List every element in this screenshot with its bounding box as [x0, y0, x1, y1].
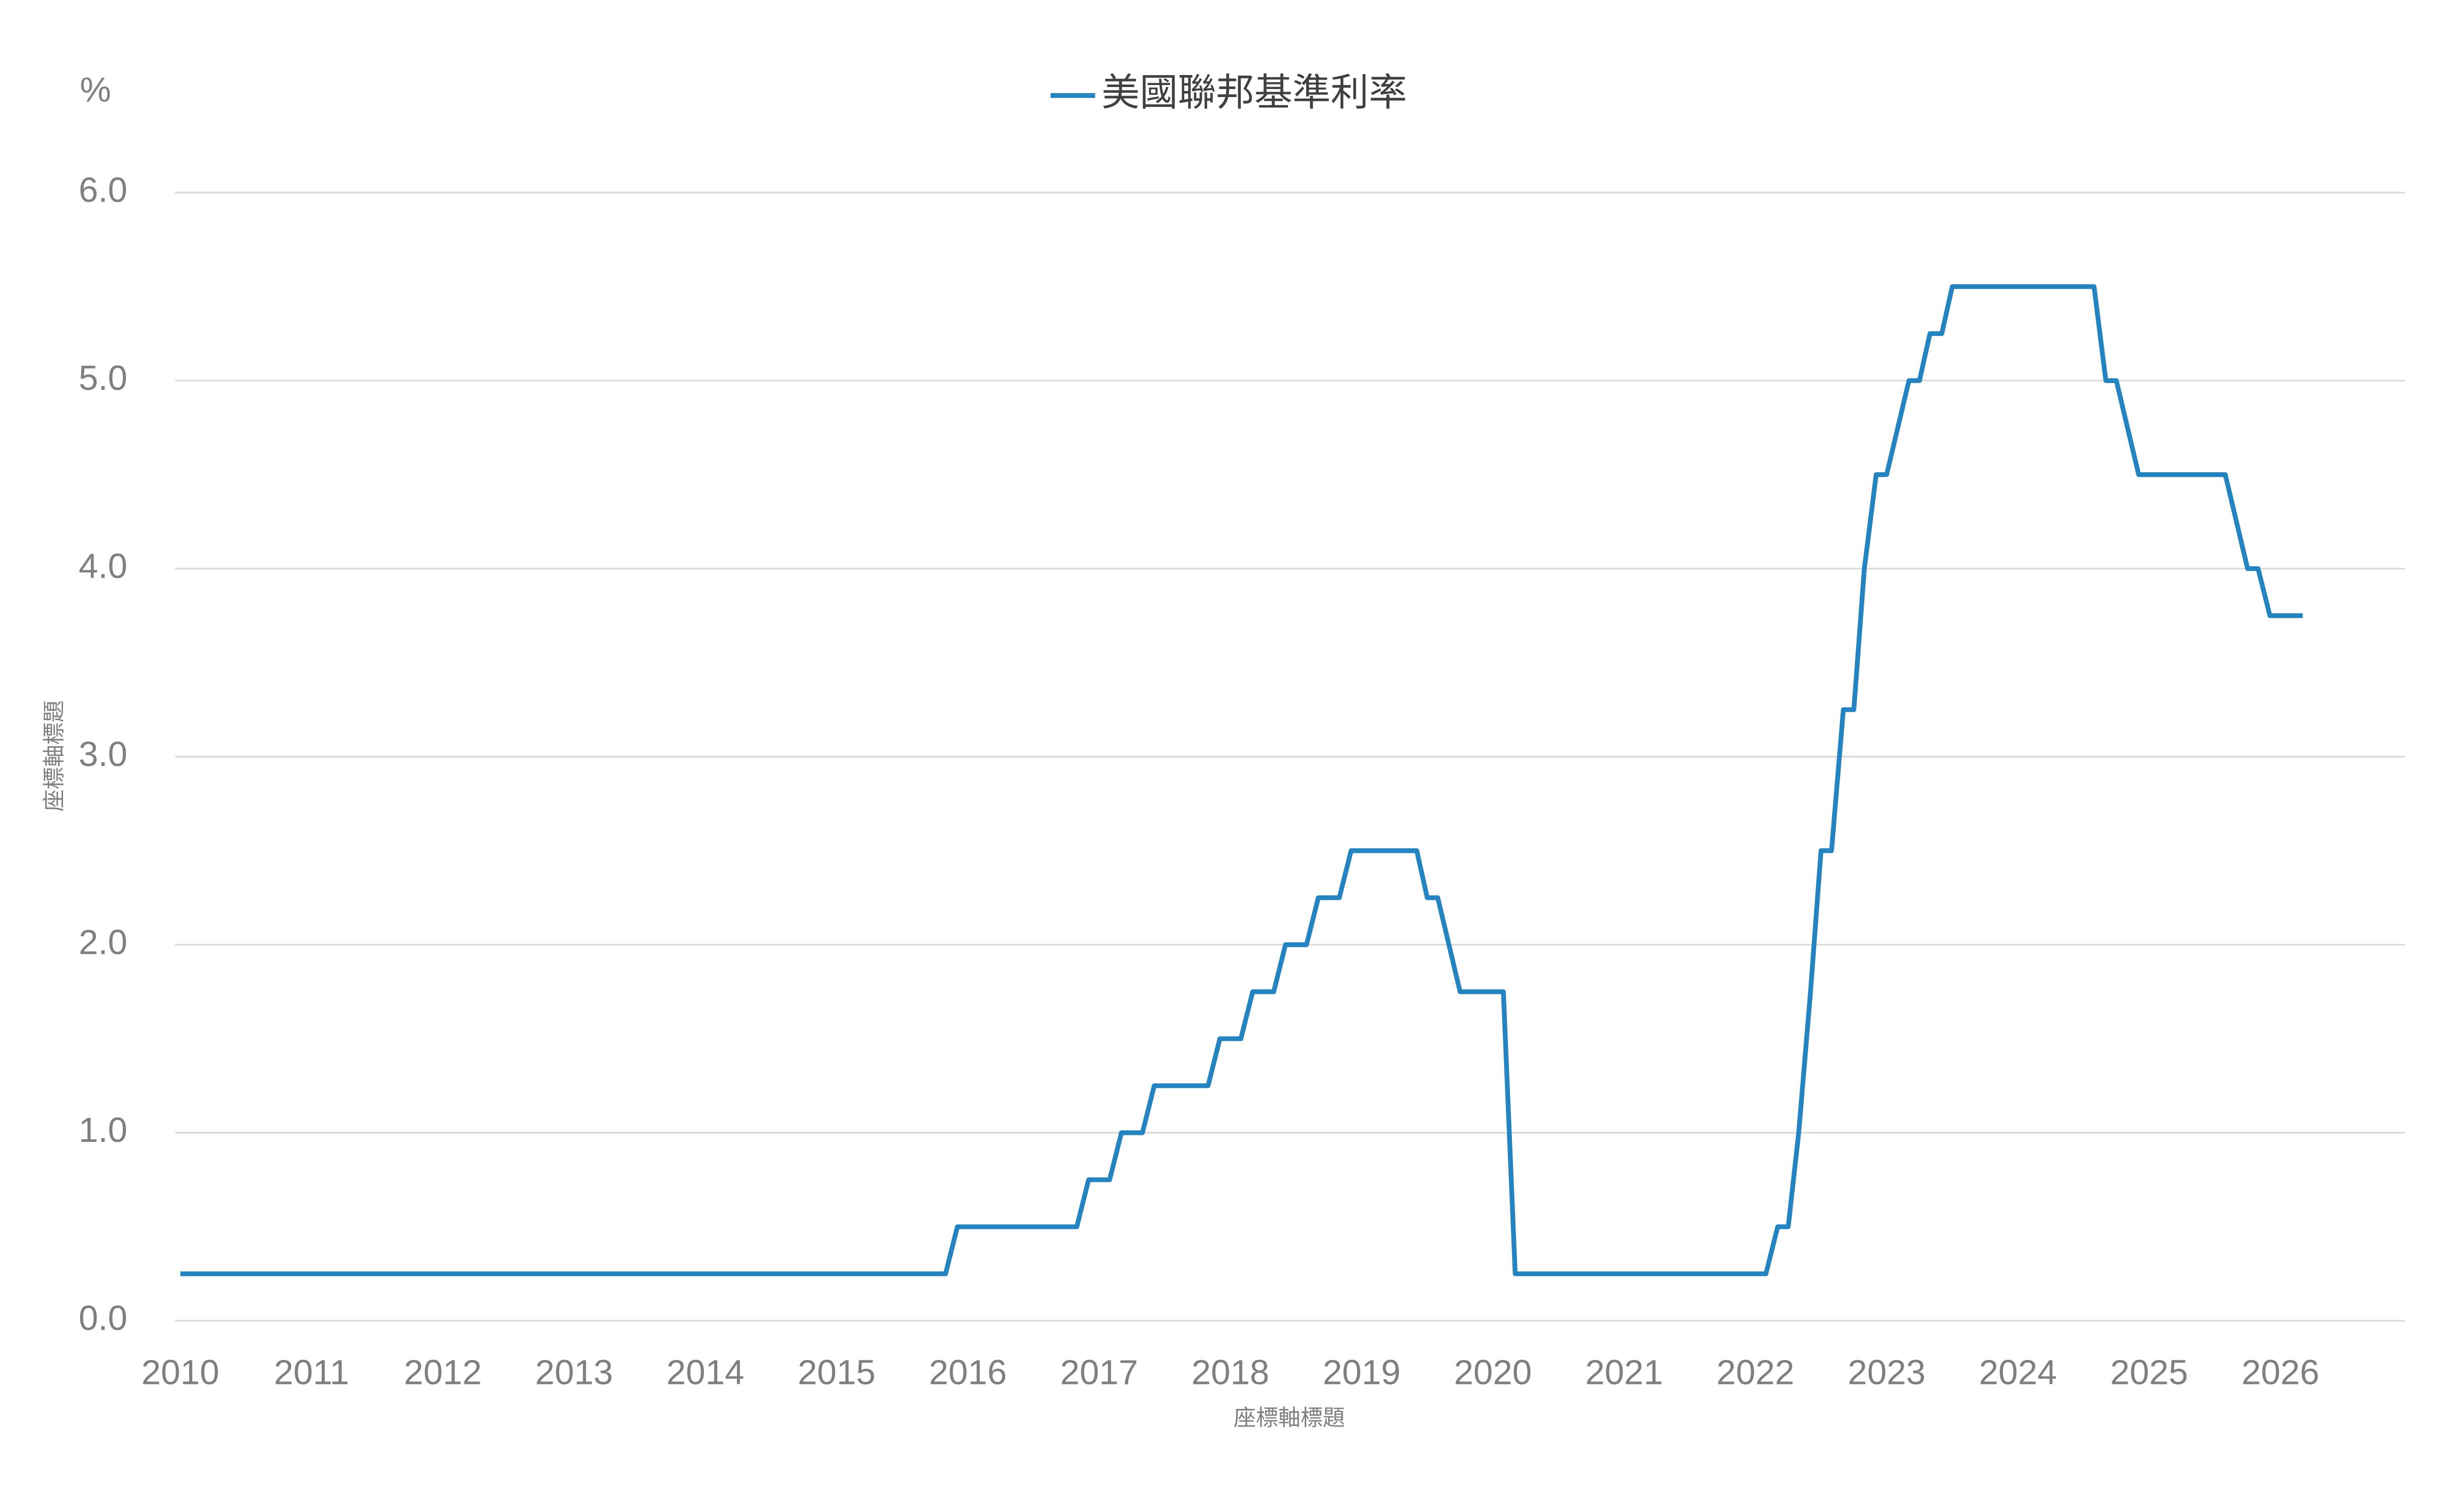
y-tick-label: 6.0: [79, 170, 127, 209]
x-axis-title: 座標軸標題: [1234, 1406, 1345, 1430]
x-tick-label: 2023: [1848, 1352, 1926, 1391]
line-series: [180, 284, 2303, 1276]
legend-label: 美國聯邦基準利率: [1102, 72, 1407, 114]
x-tick-label: 2021: [1585, 1352, 1663, 1391]
y-tick-label: 2.0: [79, 922, 127, 961]
x-tick-label: 2020: [1454, 1352, 1532, 1391]
x-tick-label: 2013: [535, 1352, 613, 1391]
x-tick-label: 2012: [404, 1352, 482, 1391]
x-tick-label: 2016: [929, 1352, 1007, 1391]
x-tick-label: 2024: [1979, 1352, 2057, 1391]
y-tick-label: 0.0: [79, 1298, 127, 1337]
x-tick-label: 2026: [2241, 1352, 2319, 1391]
y-tick-label: 3.0: [79, 734, 127, 773]
x-tick-label: 2014: [666, 1352, 744, 1391]
x-tick-label: 2018: [1191, 1352, 1269, 1391]
y-tick-label: 4.0: [79, 546, 127, 585]
x-tick-label: 2025: [2110, 1352, 2188, 1391]
y-tick-label: 1.0: [79, 1110, 127, 1149]
y-tick-label: 5.0: [79, 358, 127, 397]
x-tick-label: 2022: [1717, 1352, 1795, 1391]
y-axis-title: 座標軸標題: [42, 700, 67, 812]
x-tick-label: 2019: [1323, 1352, 1401, 1391]
unit-label: %: [80, 70, 111, 109]
x-tick-label: 2017: [1060, 1352, 1138, 1391]
x-tick-label: 2011: [274, 1352, 350, 1391]
x-tick-label: 2010: [142, 1352, 220, 1391]
x-tick-label: 2015: [797, 1352, 876, 1391]
